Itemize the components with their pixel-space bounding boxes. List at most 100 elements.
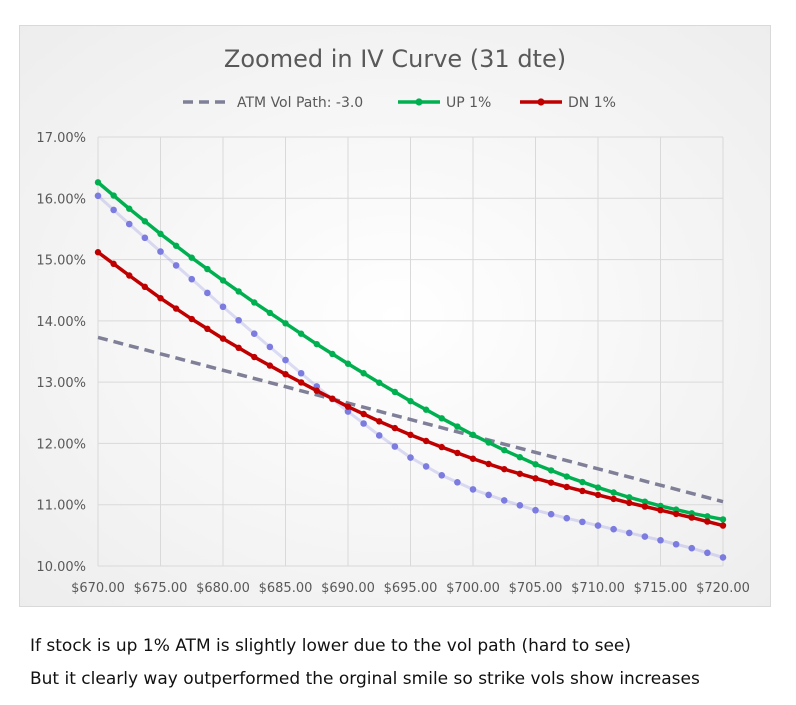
chart-panel: Zoomed in IV Curve (31 dte) ATM Vol Path… xyxy=(19,25,771,607)
original-smile-point xyxy=(469,486,477,493)
up-1pct-point xyxy=(282,320,289,327)
x-tick-label: $680.00 xyxy=(196,581,250,596)
dn-1pct-point xyxy=(641,503,649,510)
dn-1pct-point xyxy=(516,470,524,477)
up-1pct-point xyxy=(626,494,633,501)
dn-1pct-point xyxy=(297,379,305,386)
up-1pct-point xyxy=(219,277,227,284)
x-tick-label: $720.00 xyxy=(696,581,750,596)
dn-1pct-point xyxy=(266,362,274,369)
original-smile-point xyxy=(125,220,133,228)
dn-1pct-point xyxy=(657,507,664,514)
legend-marker xyxy=(415,98,423,106)
original-smile-point xyxy=(704,549,711,557)
dn-1pct-point xyxy=(579,487,586,495)
x-tick-label: $710.00 xyxy=(571,581,625,596)
original-smile-point xyxy=(719,554,727,561)
original-smile-point xyxy=(579,518,586,526)
x-tick-label: $670.00 xyxy=(71,581,125,596)
up-1pct-point xyxy=(407,397,414,405)
original-smile-point xyxy=(172,262,180,269)
up-1pct-point xyxy=(641,498,649,505)
up-1pct-point xyxy=(579,478,586,486)
legend-label: ATM Vol Path: -3.0 xyxy=(237,95,363,111)
dn-1pct-point xyxy=(422,437,430,445)
up-1pct-point xyxy=(501,446,508,454)
chart-grid xyxy=(97,136,724,567)
original-smile-point xyxy=(141,234,149,242)
atm-vol-path-line xyxy=(97,335,724,504)
dn-1pct-point xyxy=(610,495,617,503)
up-1pct-point xyxy=(610,489,617,496)
dn-1pct-point xyxy=(563,483,570,491)
chart-background xyxy=(20,26,770,606)
original-smile-point xyxy=(204,289,211,297)
original-smile-point xyxy=(422,463,430,470)
up-1pct-point xyxy=(547,467,555,474)
up-1pct-point xyxy=(344,360,352,367)
up-1pct-point xyxy=(313,340,320,348)
original-smile-point xyxy=(250,330,258,338)
legend-marker xyxy=(537,98,545,106)
x-tick-label: $685.00 xyxy=(259,581,313,596)
up-1pct-point xyxy=(204,265,211,273)
x-tick-label: $695.00 xyxy=(384,581,438,596)
y-tick-label: 15.00% xyxy=(36,254,86,269)
dn-1pct-point xyxy=(157,294,164,302)
dn-1pct-point xyxy=(188,315,195,323)
y-tick-label: 12.00% xyxy=(36,437,86,452)
up-1pct-point xyxy=(329,350,336,358)
original-smile-point xyxy=(188,275,196,283)
original-smile-point xyxy=(360,420,367,427)
up-1pct-point xyxy=(110,192,117,199)
up-1pct-point xyxy=(438,415,445,422)
original-smile-point xyxy=(344,408,352,415)
up-1pct-point xyxy=(172,242,180,249)
x-tick-label: $675.00 xyxy=(134,581,188,596)
legend-label: DN 1% xyxy=(568,95,616,111)
dn-1pct-point xyxy=(485,460,492,468)
up-1pct-point xyxy=(594,484,602,491)
dn-1pct-point xyxy=(376,418,383,425)
original-smile-point xyxy=(610,525,617,533)
up-1pct-point xyxy=(141,218,149,225)
dn-1pct-point xyxy=(438,443,445,451)
dn-1pct-point xyxy=(204,325,211,333)
up-1pct-point xyxy=(485,439,492,446)
y-axis: 10.00% 11.00% 12.00% 13.00% 14.00% 15.00% 16.0… xyxy=(36,131,86,575)
iv-curve-chart: Zoomed in IV Curve (31 dte) ATM Vol Path… xyxy=(20,26,770,606)
original-smile-point xyxy=(235,316,242,324)
original-smile-point xyxy=(672,540,680,548)
dn-1pct-point xyxy=(172,305,180,312)
up-1pct-point xyxy=(454,423,461,430)
up-1pct-point xyxy=(235,288,242,295)
dn-1pct-point xyxy=(235,344,242,352)
original-smile-point xyxy=(563,514,571,522)
original-smile-point xyxy=(454,479,461,486)
x-axis: $670.00 $675.00 $680.00 $685.00 $690.00 $695.… xyxy=(71,581,750,596)
original-smile-point xyxy=(625,529,633,537)
original-smile-point xyxy=(219,303,227,311)
y-tick-label: 16.00% xyxy=(36,192,86,207)
up-1pct-point xyxy=(94,179,102,186)
caption-line-2: But it clearly way outperformed the orgi… xyxy=(30,669,700,689)
original-smile-point xyxy=(297,369,305,377)
x-tick-label: $700.00 xyxy=(446,581,500,596)
caption-line-1: If stock is up 1% ATM is slightly lower … xyxy=(30,636,632,656)
up-1pct-point xyxy=(297,330,305,337)
original-smile-point xyxy=(266,343,274,351)
up-1pct-point xyxy=(266,309,274,317)
original-smile-point xyxy=(391,443,399,450)
dn-1pct-point xyxy=(344,403,352,410)
original-smile-point xyxy=(375,432,383,439)
dn-1pct-point xyxy=(547,479,555,486)
chart-title: Zoomed in IV Curve (31 dte) xyxy=(224,45,566,73)
up-1pct-point xyxy=(126,205,133,212)
original-smile-point xyxy=(110,206,117,214)
up-1pct-point xyxy=(251,299,258,306)
original-smile-point xyxy=(594,522,602,529)
dn-1pct-point xyxy=(141,283,149,291)
dn-1pct-point xyxy=(126,272,133,279)
original-smile-point xyxy=(407,454,414,461)
dn-1pct-point xyxy=(704,518,711,525)
